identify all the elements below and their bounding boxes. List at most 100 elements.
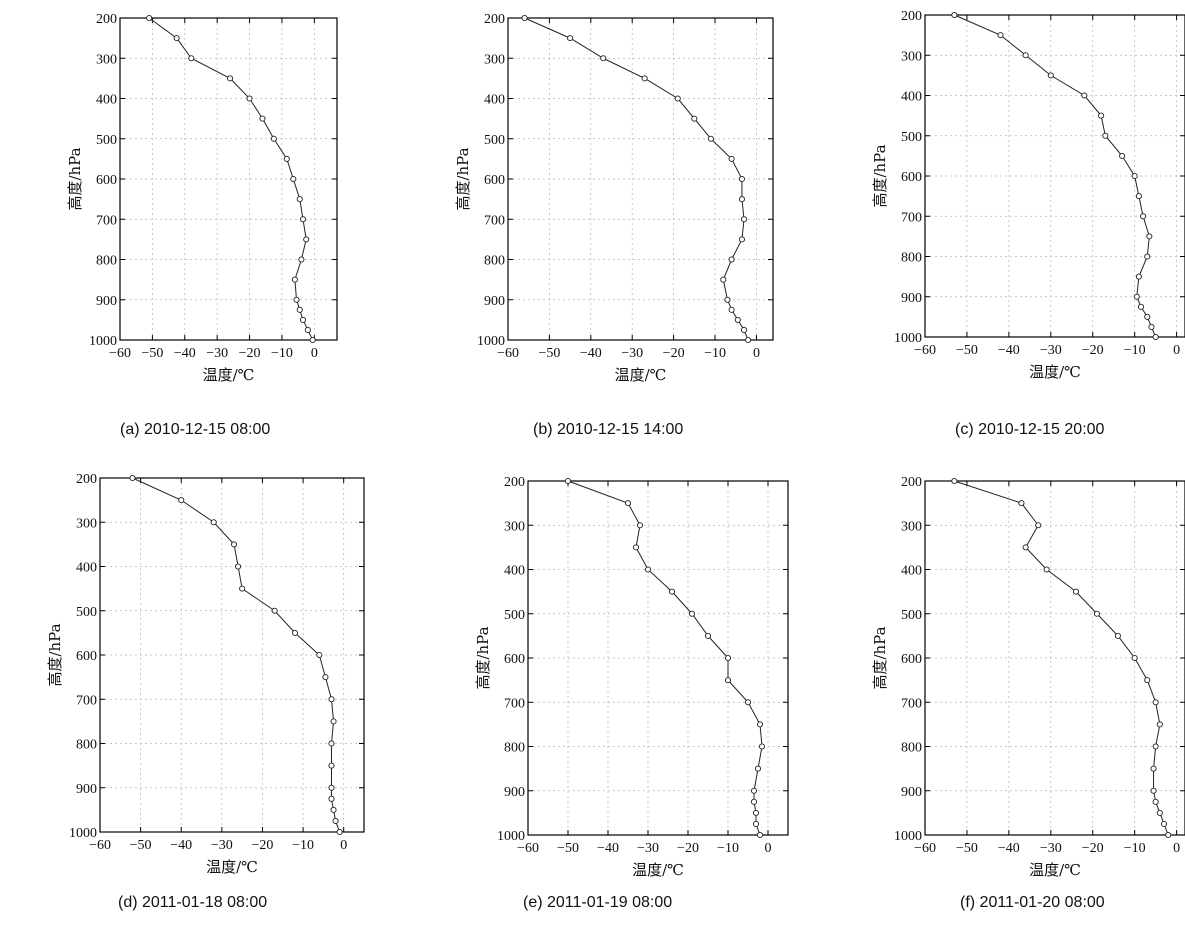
y-tick-label: 400 (76, 561, 97, 576)
y-tick-label: 600 (901, 170, 922, 185)
x-axis-title: 温度/℃ (615, 366, 667, 384)
y-tick-label: 800 (484, 254, 505, 269)
data-point (641, 75, 648, 82)
data-point (624, 500, 632, 507)
data-point (188, 55, 195, 62)
y-tick-label: 700 (504, 696, 525, 711)
y-tick-label: 900 (901, 785, 922, 800)
data-point (332, 817, 339, 824)
x-tick-label: −30 (637, 841, 659, 856)
x-tick-label: −10 (717, 841, 739, 856)
y-tick-label: 600 (901, 652, 922, 667)
data-point (1135, 193, 1142, 200)
data-point (322, 674, 329, 681)
y-tick-label: 700 (901, 210, 922, 225)
panel-caption-d: (d) 2011-01-18 08:00 (118, 894, 268, 911)
data-point (752, 820, 760, 827)
x-tick-label: −10 (1124, 343, 1146, 358)
data-point (1152, 743, 1159, 750)
data-point (1152, 798, 1159, 805)
data-point (296, 196, 303, 203)
data-point (1140, 213, 1147, 220)
x-tick-label: −30 (206, 346, 228, 361)
x-tick-label: −30 (1040, 343, 1062, 358)
data-point (210, 519, 217, 526)
x-tick-label: −50 (956, 343, 978, 358)
y-axis-title: 高度/hPa (474, 626, 492, 689)
x-tick-label: −50 (557, 841, 579, 856)
data-point (235, 563, 242, 570)
x-axis-title: 温度/℃ (632, 861, 684, 879)
x-tick-label: −30 (621, 346, 643, 361)
data-point (1150, 787, 1157, 794)
data-point (756, 721, 764, 728)
x-tick-label: −50 (130, 838, 152, 853)
data-point (1131, 654, 1138, 662)
data-point (1144, 677, 1151, 684)
data-point (1072, 588, 1080, 595)
data-point (298, 256, 305, 263)
data-point (304, 326, 311, 333)
y-tick-label: 900 (96, 294, 117, 309)
x-tick-label: −60 (89, 838, 111, 853)
y-tick-label: 200 (96, 12, 117, 27)
data-point (1035, 522, 1042, 529)
data-point (1135, 273, 1142, 280)
data-point (246, 95, 253, 102)
data-point (1144, 253, 1151, 260)
y-tick-label: 500 (504, 608, 525, 623)
data-point (600, 55, 607, 62)
y-tick-label: 700 (484, 213, 505, 228)
y-tick-label: 700 (76, 693, 97, 708)
data-point (750, 787, 758, 794)
data-point (688, 610, 696, 617)
y-axis-title: 高度/hPa (871, 144, 889, 207)
data-point (738, 175, 745, 183)
data-point (309, 336, 316, 344)
y-tick-label: 200 (901, 475, 922, 490)
data-point (227, 75, 234, 82)
data-point (740, 326, 748, 333)
data-point (728, 306, 735, 313)
y-tick-label: 800 (504, 741, 525, 756)
x-axis-title: 温度/℃ (1029, 861, 1081, 879)
x-tick-label: −60 (517, 841, 539, 856)
data-point (754, 765, 762, 772)
y-tick-label: 800 (901, 251, 922, 266)
x-tick-label: −40 (580, 346, 602, 361)
data-point (724, 296, 731, 303)
data-point (707, 135, 714, 142)
y-tick-label: 500 (484, 133, 505, 148)
y-tick-label: 200 (901, 9, 922, 24)
data-point (674, 95, 681, 102)
x-tick-label: −40 (998, 841, 1020, 856)
data-point (644, 566, 652, 573)
y-tick-label: 900 (76, 782, 97, 797)
data-point (178, 497, 185, 504)
data-point (704, 632, 712, 639)
data-point (129, 474, 136, 482)
data-point (1165, 831, 1172, 839)
y-tick-label: 400 (96, 93, 117, 108)
panel-caption-b: (b) 2010-12-15 14:00 (533, 421, 684, 438)
y-tick-label: 500 (96, 133, 117, 148)
data-point (328, 740, 335, 747)
data-point (744, 699, 752, 706)
y-tick-label: 800 (901, 741, 922, 756)
data-point (636, 522, 644, 529)
data-point (328, 784, 335, 791)
data-point (1156, 809, 1163, 816)
y-tick-label: 200 (504, 475, 525, 490)
data-point (724, 677, 732, 684)
data-point (632, 544, 640, 551)
data-point (564, 477, 572, 485)
x-tick-label: −10 (1124, 841, 1146, 856)
y-tick-label: 1000 (894, 331, 922, 346)
x-tick-label: −20 (239, 346, 261, 361)
x-axis-title: 温度/℃ (203, 366, 255, 384)
y-tick-label: 500 (76, 605, 97, 620)
data-point (316, 651, 323, 659)
